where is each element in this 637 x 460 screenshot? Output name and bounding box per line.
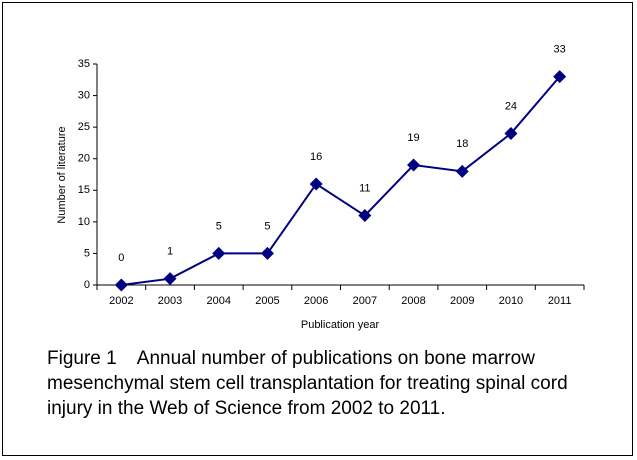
data-point bbox=[407, 158, 421, 172]
y-tick-label: 10 bbox=[78, 216, 90, 228]
figure-caption: Figure 1 Annual number of publications o… bbox=[47, 348, 573, 419]
x-tick-label: 2009 bbox=[450, 295, 474, 307]
data-line bbox=[121, 75, 561, 286]
y-axis-label: Number of literature bbox=[56, 126, 68, 223]
data-label: 5 bbox=[216, 220, 222, 232]
x-axis-label: Publication year bbox=[301, 319, 380, 331]
data-point bbox=[504, 126, 518, 140]
data-label: 1 bbox=[167, 246, 173, 258]
data-point bbox=[114, 278, 128, 292]
figure-frame bbox=[2, 2, 633, 456]
data-point bbox=[553, 70, 567, 84]
y-tick-label: 20 bbox=[78, 153, 90, 165]
data-point bbox=[163, 272, 177, 286]
x-tick-label: 2005 bbox=[255, 295, 279, 307]
x-tick-label: 2006 bbox=[304, 295, 328, 307]
data-label: 24 bbox=[505, 100, 517, 112]
data-label: 5 bbox=[264, 220, 270, 232]
x-tick-label: 2007 bbox=[353, 295, 377, 307]
x-tick-label: 2010 bbox=[499, 295, 523, 307]
data-label: 11 bbox=[359, 182, 370, 194]
data-label: 19 bbox=[407, 132, 419, 144]
y-tick-label: 35 bbox=[78, 58, 90, 70]
data-point bbox=[358, 209, 372, 223]
data-label: 16 bbox=[310, 151, 322, 163]
data-point bbox=[455, 164, 469, 178]
y-tick-label: 0 bbox=[84, 279, 90, 291]
x-tick-label: 2002 bbox=[109, 295, 133, 307]
data-label: 0 bbox=[118, 252, 124, 264]
data-point bbox=[212, 246, 226, 260]
data-label: 18 bbox=[456, 138, 468, 150]
y-tick-label: 30 bbox=[78, 89, 90, 101]
data-point bbox=[309, 177, 323, 191]
x-tick-label: 2008 bbox=[401, 295, 425, 307]
y-tick-label: 25 bbox=[78, 121, 90, 133]
x-tick-label: 2004 bbox=[207, 295, 231, 307]
x-tick-label: 2011 bbox=[548, 295, 572, 307]
y-tick-label: 15 bbox=[78, 184, 90, 196]
data-point bbox=[260, 246, 274, 260]
x-tick-label: 2003 bbox=[158, 295, 182, 307]
data-label: 33 bbox=[554, 44, 566, 56]
y-tick-label: 5 bbox=[84, 247, 90, 259]
